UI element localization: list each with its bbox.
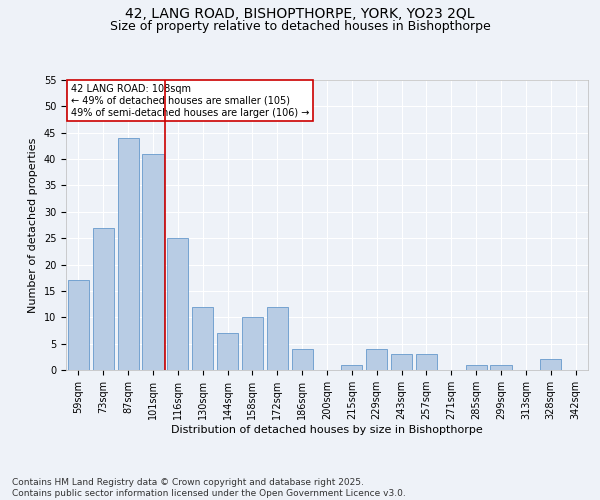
Bar <box>540 360 561 370</box>
Y-axis label: Number of detached properties: Number of detached properties <box>28 138 38 312</box>
Text: 42, LANG ROAD, BISHOPTHORPE, YORK, YO23 2QL: 42, LANG ROAD, BISHOPTHORPE, YORK, YO23 … <box>125 8 475 22</box>
Text: 42 LANG ROAD: 108sqm
← 49% of detached houses are smaller (105)
49% of semi-deta: 42 LANG ROAD: 108sqm ← 49% of detached h… <box>71 84 310 117</box>
Bar <box>242 318 263 370</box>
Bar <box>341 364 362 370</box>
Text: Contains HM Land Registry data © Crown copyright and database right 2025.
Contai: Contains HM Land Registry data © Crown c… <box>12 478 406 498</box>
Bar <box>466 364 487 370</box>
Bar <box>490 364 512 370</box>
X-axis label: Distribution of detached houses by size in Bishopthorpe: Distribution of detached houses by size … <box>171 425 483 435</box>
Bar <box>93 228 114 370</box>
Bar <box>167 238 188 370</box>
Bar <box>68 280 89 370</box>
Bar <box>267 306 288 370</box>
Bar <box>391 354 412 370</box>
Bar <box>118 138 139 370</box>
Bar <box>142 154 164 370</box>
Bar <box>292 349 313 370</box>
Bar <box>416 354 437 370</box>
Bar <box>217 333 238 370</box>
Bar <box>192 306 213 370</box>
Bar <box>366 349 387 370</box>
Text: Size of property relative to detached houses in Bishopthorpe: Size of property relative to detached ho… <box>110 20 490 33</box>
